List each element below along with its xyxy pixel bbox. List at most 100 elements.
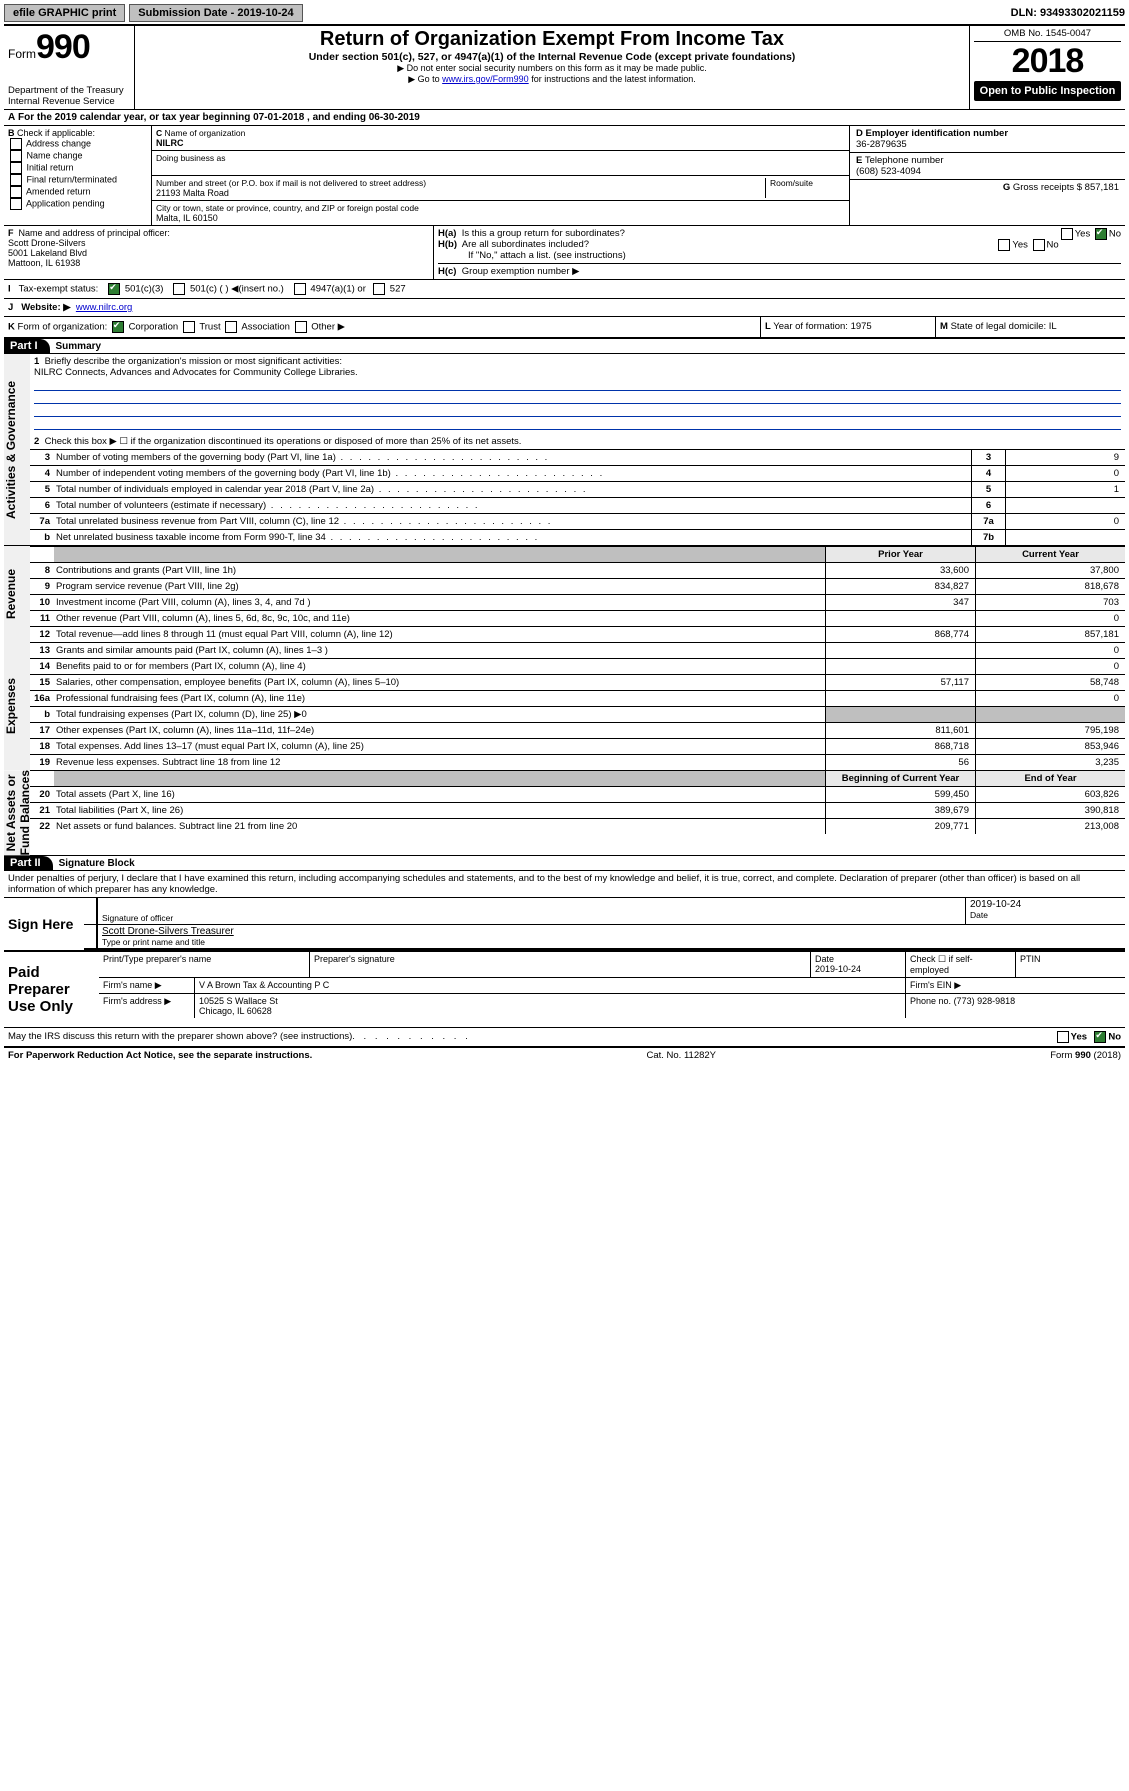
data-row: 12Total revenue—add lines 8 through 11 (… bbox=[30, 626, 1125, 642]
officer-name-title: Scott Drone-Silvers Treasurer bbox=[102, 926, 1121, 937]
hdr-preparer-name: Print/Type preparer's name bbox=[99, 952, 309, 977]
sig-officer-label: Signature of officer bbox=[102, 913, 173, 923]
footer-right: Form 990 (2018) bbox=[1050, 1050, 1121, 1061]
part1-governance: Activities & Governance 1 Briefly descri… bbox=[4, 354, 1125, 546]
data-row: 17Other expenses (Part IX, column (A), l… bbox=[30, 722, 1125, 738]
sub2: Do not enter social security numbers on … bbox=[139, 63, 965, 74]
subdate-label: Submission Date - bbox=[138, 7, 237, 19]
data-row: 20Total assets (Part X, line 16) 599,450… bbox=[30, 786, 1125, 802]
street-address: 21193 Malta Road bbox=[156, 188, 229, 198]
form-number-cell: Form990 Department of the Treasury Inter… bbox=[4, 26, 134, 109]
subdate-value: 2019-10-24 bbox=[237, 7, 293, 19]
row-k-l-m: K Form of organization: Corporation Trus… bbox=[4, 317, 1125, 339]
chk-address-change[interactable]: Address change bbox=[26, 138, 91, 148]
dln-text: DLN: 93493302021159 bbox=[1011, 7, 1125, 19]
hdr-current-year: Current Year bbox=[975, 547, 1125, 562]
data-row: 8Contributions and grants (Part VIII, li… bbox=[30, 562, 1125, 578]
data-row: 10Investment income (Part VIII, column (… bbox=[30, 594, 1125, 610]
data-row: 21Total liabilities (Part X, line 26) 38… bbox=[30, 802, 1125, 818]
hdr-end-year: End of Year bbox=[975, 771, 1125, 786]
efile-button[interactable]: efile GRAPHIC print bbox=[4, 4, 125, 22]
vtab-revenue: Revenue bbox=[4, 546, 30, 642]
paid-preparer-label: Paid Preparer Use Only bbox=[4, 952, 99, 1027]
col-b-checkboxes: B Check if applicable: Address change Na… bbox=[4, 126, 152, 225]
hdr-prior-year: Prior Year bbox=[825, 547, 975, 562]
data-row: 18Total expenses. Add lines 13–17 (must … bbox=[30, 738, 1125, 754]
block-b-to-g: B Check if applicable: Address change Na… bbox=[4, 126, 1125, 226]
sub3: Go to www.irs.gov/Form990 for instructio… bbox=[139, 74, 965, 85]
sig-date: 2019-10-24 bbox=[970, 899, 1121, 910]
form990-link[interactable]: www.irs.gov/Form990 bbox=[442, 74, 529, 84]
row-f-h: F Name and address of principal officer:… bbox=[4, 226, 1125, 280]
open-inspection: Open to Public Inspection bbox=[974, 81, 1121, 101]
part1-header: Part ISummary bbox=[4, 339, 1125, 354]
website-link[interactable]: www.nilrc.org bbox=[76, 302, 133, 313]
row-i-tax-status: I Tax-exempt status: 501(c)(3) 501(c) ( … bbox=[4, 280, 1125, 299]
submission-date-button[interactable]: Submission Date - 2019-10-24 bbox=[129, 4, 302, 22]
chk-final-return[interactable]: Final return/terminated bbox=[27, 175, 118, 185]
gov-row: 5Total number of individuals employed in… bbox=[30, 481, 1125, 497]
year-formation: 1975 bbox=[851, 321, 872, 332]
form-small: Form bbox=[8, 47, 36, 61]
form-big: 990 bbox=[36, 28, 90, 66]
perjury-declaration: Under penalties of perjury, I declare th… bbox=[4, 871, 1125, 898]
data-row: 14Benefits paid to or for members (Part … bbox=[30, 658, 1125, 674]
chk-pending[interactable]: Application pending bbox=[26, 199, 105, 209]
data-row: 11Other revenue (Part VIII, column (A), … bbox=[30, 610, 1125, 626]
dept-text: Department of the Treasury Internal Reve… bbox=[8, 85, 130, 107]
form-title: Return of Organization Exempt From Incom… bbox=[139, 28, 965, 51]
gov-row: 7aTotal unrelated business revenue from … bbox=[30, 513, 1125, 529]
gov-row: 3Number of voting members of the governi… bbox=[30, 449, 1125, 465]
gross-receipts: 857,181 bbox=[1085, 182, 1119, 193]
paid-preparer-block: Paid Preparer Use Only Print/Type prepar… bbox=[4, 950, 1125, 1028]
topbar: efile GRAPHIC print Submission Date - 20… bbox=[4, 4, 1125, 22]
gov-row: 4Number of independent voting members of… bbox=[30, 465, 1125, 481]
part1-expenses: Expenses 13Grants and similar amounts pa… bbox=[4, 642, 1125, 770]
vtab-governance: Activities & Governance bbox=[4, 354, 30, 545]
sub1: Under section 501(c), 527, or 4947(a)(1)… bbox=[139, 51, 965, 63]
part1-revenue: Revenue Prior YearCurrent Year 8Contribu… bbox=[4, 546, 1125, 642]
omb-number: OMB No. 1545-0047 bbox=[974, 28, 1121, 42]
row-j-website: J Website: ▶ www.nilrc.org bbox=[4, 299, 1125, 317]
sign-here-block: Sign Here Signature of officer 2019-10-2… bbox=[4, 898, 1125, 950]
footer: For Paperwork Reduction Act Notice, see … bbox=[4, 1048, 1125, 1063]
data-row: 16aProfessional fundraising fees (Part I… bbox=[30, 690, 1125, 706]
line-a-period: A For the 2019 calendar year, or tax yea… bbox=[4, 110, 1125, 126]
chk-amended[interactable]: Amended return bbox=[26, 187, 91, 197]
chk-name-change[interactable]: Name change bbox=[27, 150, 83, 160]
hdr-ptin: PTIN bbox=[1015, 952, 1125, 977]
data-row: 22Net assets or fund balances. Subtract … bbox=[30, 818, 1125, 834]
phone: (608) 523-4094 bbox=[856, 166, 921, 177]
vtab-expenses: Expenses bbox=[4, 642, 30, 770]
data-row: 19Revenue less expenses. Subtract line 1… bbox=[30, 754, 1125, 770]
mission-text: NILRC Connects, Advances and Advocates f… bbox=[34, 367, 358, 378]
data-row: bTotal fundraising expenses (Part IX, co… bbox=[30, 706, 1125, 722]
data-row: 15Salaries, other compensation, employee… bbox=[30, 674, 1125, 690]
tax-year: 2018 bbox=[974, 42, 1121, 81]
discuss-row: May the IRS discuss this return with the… bbox=[4, 1028, 1125, 1048]
data-row: 13Grants and similar amounts paid (Part … bbox=[30, 642, 1125, 658]
city-zip: Malta, IL 60150 bbox=[156, 213, 218, 223]
part1-netassets: Net Assets or Fund Balances Beginning of… bbox=[4, 770, 1125, 856]
gov-row: 6Total number of volunteers (estimate if… bbox=[30, 497, 1125, 513]
firm-address: 10525 S Wallace St bbox=[199, 996, 278, 1006]
hdr-preparer-sig: Preparer's signature bbox=[309, 952, 810, 977]
firm-name: V A Brown Tax & Accounting P C bbox=[194, 978, 905, 993]
ein: 36-2879635 bbox=[856, 139, 907, 150]
data-row: 9Program service revenue (Part VIII, lin… bbox=[30, 578, 1125, 594]
footer-cat: Cat. No. 11282Y bbox=[312, 1050, 1050, 1061]
firm-phone: (773) 928-9818 bbox=[954, 996, 1016, 1006]
prep-date: 2019-10-24 bbox=[815, 964, 861, 974]
chk-self-employed[interactable]: Check ☐ if self-employed bbox=[905, 952, 1015, 977]
vtab-netassets: Net Assets or Fund Balances bbox=[4, 770, 30, 855]
chk-initial-return[interactable]: Initial return bbox=[27, 163, 74, 173]
officer-name: Scott Drone-Silvers bbox=[8, 238, 86, 248]
hdr-begin-year: Beginning of Current Year bbox=[825, 771, 975, 786]
state-domicile: IL bbox=[1049, 321, 1057, 332]
footer-left: For Paperwork Reduction Act Notice, see … bbox=[8, 1050, 312, 1061]
gov-row: bNet unrelated business taxable income f… bbox=[30, 529, 1125, 545]
sign-here-label: Sign Here bbox=[4, 898, 84, 950]
org-name: NILRC bbox=[156, 138, 184, 148]
form-header: Form990 Department of the Treasury Inter… bbox=[4, 24, 1125, 110]
part2-header: Part IISignature Block bbox=[4, 856, 1125, 871]
